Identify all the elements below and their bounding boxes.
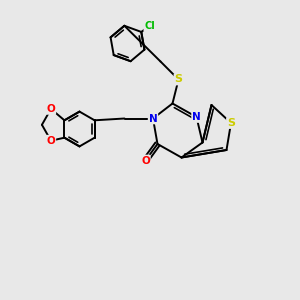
Text: N: N [192,112,201,122]
Text: S: S [227,118,235,128]
Text: N: N [148,113,158,124]
Text: S: S [175,74,182,85]
Text: O: O [46,136,55,146]
Text: O: O [46,104,55,114]
Text: O: O [141,155,150,166]
Text: Cl: Cl [144,21,155,31]
